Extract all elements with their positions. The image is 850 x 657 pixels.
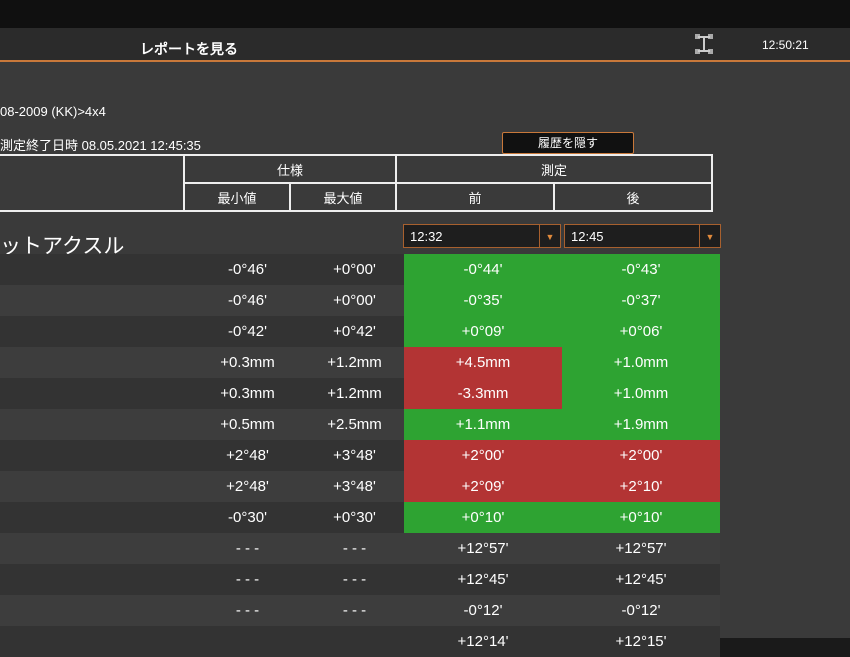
header-min: 最小値 xyxy=(183,182,291,212)
min-cell: - - - xyxy=(235,571,260,588)
after-cell: +0°06' xyxy=(562,316,720,347)
min-cell: -0°46' xyxy=(228,292,267,309)
table-row: +0.5mm +2.5mm +1.1mm +1.9mm xyxy=(0,409,720,440)
after-cell: +2°00' xyxy=(562,440,720,471)
min-cell: +0.3mm xyxy=(220,385,275,402)
after-cell: +1.0mm xyxy=(562,378,720,409)
after-cell: +12°45' xyxy=(615,571,667,588)
table-row: +0.3mm +1.2mm -3.3mm +1.0mm xyxy=(0,378,720,409)
max-cell: +0°00' xyxy=(333,261,376,278)
table-row: -0°30' +0°30' +0°10' +0°10' xyxy=(0,502,720,533)
min-cell: - - - xyxy=(235,540,260,557)
measurement-rows: -0°46' +0°00' -0°44' -0°43' -0°46' +0°00' -0°3… xyxy=(0,254,720,657)
min-cell: +0.3mm xyxy=(220,354,275,371)
table-row: -0°46' +0°00' -0°44' -0°43' xyxy=(0,254,720,285)
before-cell: +2°00' xyxy=(404,440,562,471)
max-cell: +1.2mm xyxy=(327,385,382,402)
before-cell: +0°09' xyxy=(404,316,562,347)
after-cell: +2°10' xyxy=(562,471,720,502)
max-cell: +1.2mm xyxy=(327,354,382,371)
before-cell: -0°12' xyxy=(463,602,503,619)
max-cell: - - - xyxy=(342,571,367,588)
hide-history-button[interactable]: 履歴を隠す xyxy=(502,132,634,154)
before-cell: +2°09' xyxy=(404,471,562,502)
before-cell: +12°14' xyxy=(457,633,509,650)
after-cell: +0°10' xyxy=(562,502,720,533)
min-cell: +2°48' xyxy=(226,478,269,495)
after-time-value: 12:45 xyxy=(571,229,604,244)
table-row: - - - - - - +12°57' +12°57' xyxy=(0,533,720,564)
clock: 12:50:21 xyxy=(762,38,809,52)
title-bar: レポートを見る 12:50:21 xyxy=(0,28,850,62)
after-cell: +12°15' xyxy=(615,633,667,650)
after-cell: +1.9mm xyxy=(562,409,720,440)
before-cell: -0°44' xyxy=(404,254,562,285)
header-spec: 仕様 xyxy=(183,154,397,184)
header-before: 前 xyxy=(395,182,555,212)
max-cell: +3°48' xyxy=(333,447,376,464)
min-cell: -0°42' xyxy=(228,323,267,340)
max-cell: +2.5mm xyxy=(327,416,382,433)
max-cell: +0°00' xyxy=(333,292,376,309)
axle-label: ットアクスル xyxy=(0,235,125,258)
table-row: -0°42' +0°42' +0°09' +0°06' xyxy=(0,316,720,347)
table-row: - - - - - - +12°45' +12°45' xyxy=(0,564,720,595)
measurement-end-date: 測定終了日時 08.05.2021 12:45:35 xyxy=(0,138,201,153)
before-time-select[interactable]: 12:32 ▼ xyxy=(403,224,561,248)
after-cell: -0°37' xyxy=(562,285,720,316)
max-cell: - - - xyxy=(342,540,367,557)
table-row: - - - - - - -0°12' -0°12' xyxy=(0,595,720,626)
before-time-value: 12:32 xyxy=(410,229,443,244)
min-cell xyxy=(195,626,300,657)
table-row: +2°48' +3°48' +2°00' +2°00' xyxy=(0,440,720,471)
max-cell: - - - xyxy=(342,602,367,619)
max-cell: +3°48' xyxy=(333,478,376,495)
after-cell: -0°12' xyxy=(621,602,661,619)
after-cell: -0°43' xyxy=(562,254,720,285)
before-cell: +12°45' xyxy=(457,571,509,588)
header-measurement: 測定 xyxy=(395,154,713,184)
max-cell: +0°42' xyxy=(333,323,376,340)
dropdown-arrow-icon[interactable]: ▼ xyxy=(539,225,560,247)
table-row: +12°14' +12°15' xyxy=(0,626,720,657)
before-cell: +4.5mm xyxy=(404,347,562,378)
table-header: 仕様 測定 最小値 最大値 前 後 xyxy=(0,154,713,212)
vehicle-path: 08-2009 (KK)>4x4 xyxy=(0,104,106,119)
after-time-select[interactable]: 12:45 ▼ xyxy=(564,224,721,248)
after-cell: +1.0mm xyxy=(562,347,720,378)
table-row: +2°48' +3°48' +2°09' +2°10' xyxy=(0,471,720,502)
min-cell: +0.5mm xyxy=(220,416,275,433)
header-after: 後 xyxy=(553,182,713,212)
table-row: -0°46' +0°00' -0°35' -0°37' xyxy=(0,285,720,316)
before-cell: -0°35' xyxy=(404,285,562,316)
min-cell: - - - xyxy=(235,602,260,619)
page-title: レポートを見る xyxy=(140,41,238,57)
screen-bezel xyxy=(0,0,850,28)
max-cell: +0°30' xyxy=(333,509,376,526)
report-panel: 08-2009 (KK)>4x4 測定終了日時 08.05.2021 12:45… xyxy=(0,62,850,657)
header-max: 最大値 xyxy=(289,182,397,212)
before-cell: -3.3mm xyxy=(404,378,562,409)
before-cell: +0°10' xyxy=(404,502,562,533)
before-cell: +1.1mm xyxy=(404,409,562,440)
max-cell xyxy=(302,626,407,657)
min-cell: +2°48' xyxy=(226,447,269,464)
before-cell: +12°57' xyxy=(457,540,509,557)
table-row: +0.3mm +1.2mm +4.5mm +1.0mm xyxy=(0,347,720,378)
dropdown-arrow-icon[interactable]: ▼ xyxy=(699,225,720,247)
axle-icon[interactable] xyxy=(694,33,714,55)
header-blank xyxy=(0,154,185,212)
after-cell: +12°57' xyxy=(615,540,667,557)
min-cell: -0°30' xyxy=(228,509,267,526)
min-cell: -0°46' xyxy=(228,261,267,278)
